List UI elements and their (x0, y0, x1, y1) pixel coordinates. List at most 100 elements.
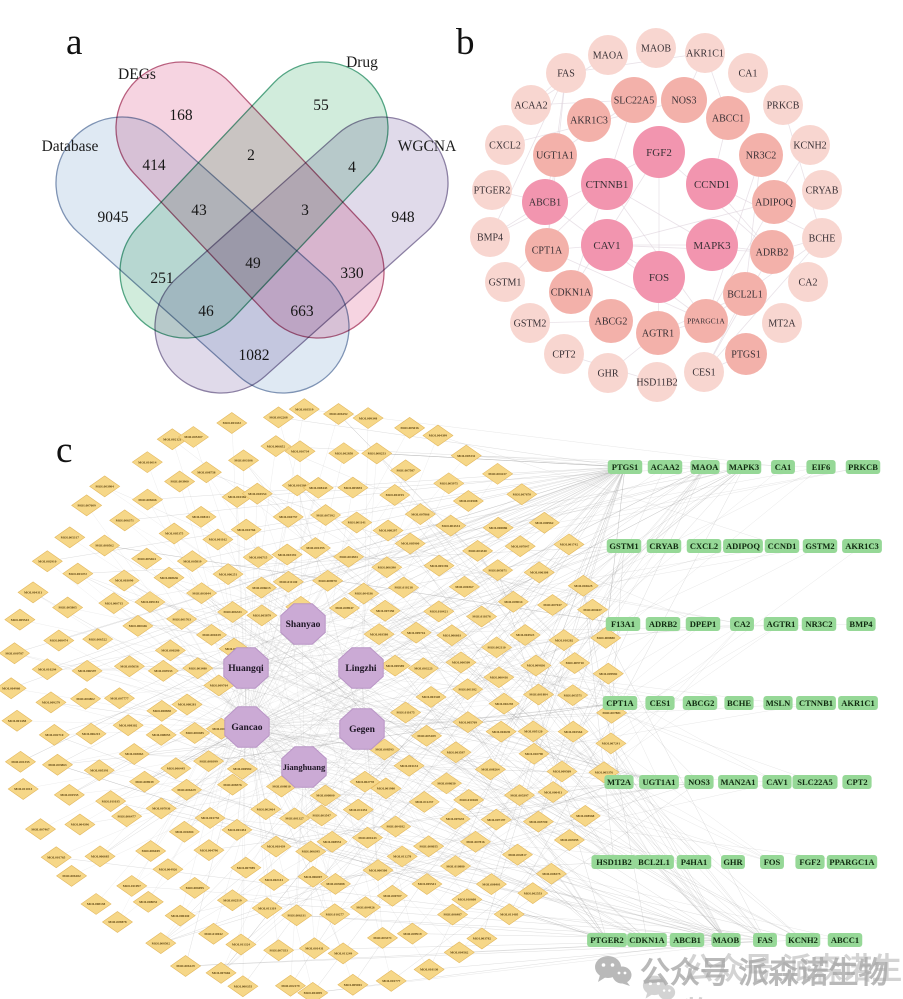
venn-count: 168 (169, 107, 193, 124)
network-edge (246, 487, 319, 728)
network-edge (14, 653, 773, 863)
compound-node-label: MOL010277 (326, 912, 345, 916)
compound-node-label: MOL008051 (139, 900, 158, 904)
target-gene-label: AKR1C3 (845, 541, 879, 551)
compound-node-label: MOL008253 (368, 452, 387, 456)
compound-node-label: MOL008055 (152, 733, 171, 737)
compound-node: MOL001431 (298, 937, 330, 960)
compound-node: MOL000355 (227, 975, 259, 998)
network-edge (583, 585, 648, 941)
network-edge (146, 558, 248, 728)
compound-node: MOL010294 (31, 658, 63, 681)
compound-node: MOL010218 (388, 576, 420, 599)
compound-node: MOL002817 (501, 843, 534, 866)
compound-node: MOL003782 (466, 927, 498, 950)
compound-node-label: MOL000440 (171, 914, 190, 918)
compound-node: MOL006308 (523, 561, 555, 584)
ppi-node-bche: BCHE (802, 218, 842, 258)
compound-node-label: MOL005855 (344, 486, 363, 490)
ppi-node-label: SLC22A5 (614, 96, 655, 107)
ppi-node-ptgs1: PTGS1 (725, 333, 767, 375)
network-edge (20, 623, 304, 763)
network-edge (245, 667, 427, 736)
compound-node-label: MOL006652 (267, 444, 286, 448)
network-edge (228, 466, 822, 575)
compound-node: MOL004237 (482, 462, 514, 485)
target-gene-cav1: CAV1 (762, 775, 792, 789)
network-edge (246, 569, 498, 728)
target-gene-label: PRKCB (848, 462, 878, 472)
network-edge (246, 726, 520, 796)
ppi-node-label: GSTM2 (514, 319, 547, 330)
compound-node: MOL008858 (146, 700, 178, 722)
ppi-panel: b MAOA MAOB AKR1C1 FAS CA1 ACAA2 SLC22A5 NOS3 PR… (456, 22, 842, 402)
compound-node-label: MOL001980 (377, 787, 396, 791)
ppi-node-ces1: CES1 (684, 352, 724, 392)
compound-node: MOL002564 (557, 720, 589, 743)
compound-node: MOL000962 (528, 511, 560, 534)
target-gene-label: ACAA2 (651, 462, 680, 472)
compound-node: MOL004960 (0, 677, 27, 700)
ppi-node-label: ADRB2 (756, 248, 789, 259)
compound-node-label: MOL003580 (370, 632, 389, 636)
compound-node: MOL006007 (297, 865, 329, 888)
compound-node-label: MOL003595 (560, 838, 579, 842)
network-edge (246, 547, 316, 728)
ppi-node-label: NR3C2 (746, 151, 777, 162)
compound-node: MOL005571 (557, 684, 589, 707)
compound-node-label: MOL003547 (313, 814, 332, 818)
target-gene-bmp4: BMP4 (846, 617, 876, 631)
network-edge (412, 623, 664, 934)
compound-node: MOL009543 (4, 608, 36, 631)
compound-node: MOL005700 (522, 810, 554, 833)
ppi-node-label: FGF2 (646, 147, 672, 159)
compound-node: MOL001141 (341, 511, 373, 534)
compound-node-label: MOL008880 (597, 636, 616, 640)
ppi-node-slc22a5: SLC22A5 (611, 77, 657, 123)
target-gene-bche: BCHE (724, 696, 754, 710)
network-edge (246, 726, 604, 773)
compound-node: MOL009878 (101, 911, 133, 933)
panel-b-label: b (456, 22, 475, 63)
compound-node-label: MOL006477 (118, 814, 137, 818)
compound-node-label: MOL000800 (316, 794, 335, 798)
network-edge (19, 619, 247, 669)
compound-node: MOL000485 (179, 722, 211, 744)
network-edge (242, 545, 625, 770)
ppi-node-akr1c1: AKR1C1 (685, 33, 725, 73)
compound-node: MOL000509 (445, 651, 477, 674)
compound-node-label: MOL009569 (553, 770, 572, 774)
compound-node-label: MOL000439 (202, 633, 221, 637)
target-gene-kcnh2: KCNH2 (785, 933, 821, 947)
network-edge (217, 466, 626, 540)
compound-node: MOL006395 (295, 840, 327, 863)
compound-node: MOL003432 (216, 412, 248, 434)
network-edge (50, 702, 305, 768)
compound-node-label: MOL007241 (602, 742, 621, 746)
compound-node: MOL010277 (319, 903, 351, 926)
ppi-node-mapk3: MAPK3 (686, 219, 738, 271)
network-edge (394, 665, 608, 941)
network-edge (245, 639, 565, 669)
compound-node-label: MOL005375 (165, 532, 184, 536)
network-edge (392, 623, 782, 896)
compound-node-label: MOL008650 (437, 782, 456, 786)
compound-node: MOL003480 (182, 657, 214, 680)
ppi-node-label: CAV1 (593, 240, 620, 252)
compound-node-label: MOL004399 (429, 434, 448, 438)
ppi-node-label: PTGS1 (731, 350, 760, 361)
target-gene-adrb2: ADRB2 (645, 617, 681, 631)
compound-node: MOL008939 (128, 770, 161, 793)
compound-node-label: MOL007467 (31, 827, 50, 831)
compound-node-label: MOL000355 (234, 984, 253, 988)
compound-node: MOL010421 (423, 600, 455, 623)
network-edge (137, 466, 745, 627)
venn-set-label-database: Database (42, 138, 99, 155)
network-edge (455, 702, 701, 867)
compound-node: MOL000715 (98, 592, 130, 615)
compound-node-label: MOL002710 (45, 733, 64, 737)
compound-node: MOL007777 (103, 687, 135, 710)
ppi-node-label: AKR1C1 (686, 49, 724, 60)
target-gene-label: ADRB2 (649, 619, 677, 629)
compound-node-label: MOL009181 (141, 600, 160, 604)
